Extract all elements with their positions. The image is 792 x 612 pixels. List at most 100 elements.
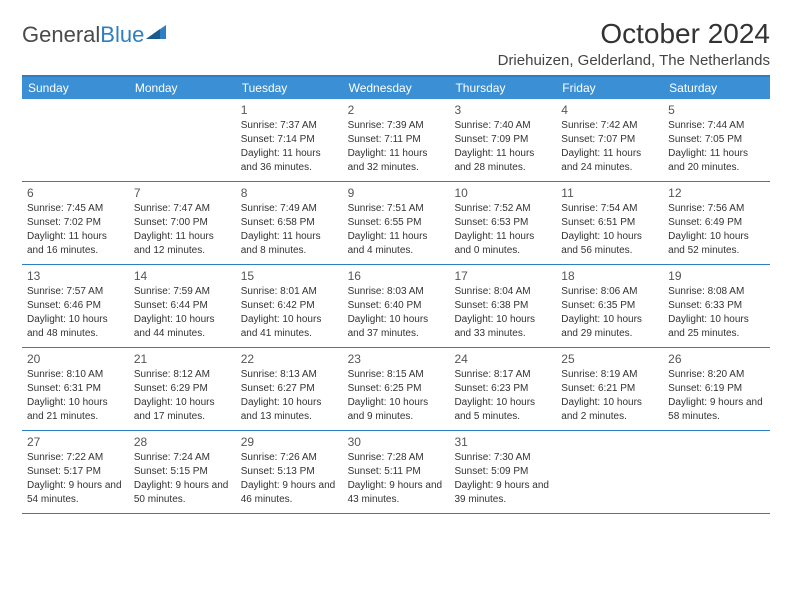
day-data: Sunrise: 7:39 AMSunset: 7:11 PMDaylight:…: [348, 119, 445, 174]
daylight-text: Daylight: 10 hours and 29 minutes.: [561, 313, 658, 340]
daylight-text: Daylight: 10 hours and 13 minutes.: [241, 396, 338, 423]
daylight-text: Daylight: 9 hours and 43 minutes.: [348, 479, 445, 506]
sunset-text: Sunset: 6:25 PM: [348, 382, 445, 396]
day-data: Sunrise: 8:19 AMSunset: 6:21 PMDaylight:…: [561, 368, 658, 423]
day-number: 5: [668, 102, 765, 118]
day-number: 21: [134, 351, 231, 367]
day-number: 18: [561, 268, 658, 284]
day-cell: 9Sunrise: 7:51 AMSunset: 6:55 PMDaylight…: [343, 182, 450, 264]
sunset-text: Sunset: 6:31 PM: [27, 382, 124, 396]
sunset-text: Sunset: 6:21 PM: [561, 382, 658, 396]
calendar-page: GeneralBlue October 2024 Driehuizen, Gel…: [0, 0, 792, 532]
day-cell: [129, 99, 236, 181]
day-cell: 24Sunrise: 8:17 AMSunset: 6:23 PMDayligh…: [449, 348, 556, 430]
weekday-header: Saturday: [663, 77, 770, 99]
weeks-container: 1Sunrise: 7:37 AMSunset: 7:14 PMDaylight…: [22, 99, 770, 514]
daylight-text: Daylight: 10 hours and 44 minutes.: [134, 313, 231, 340]
daylight-text: Daylight: 11 hours and 8 minutes.: [241, 230, 338, 257]
sunset-text: Sunset: 7:05 PM: [668, 133, 765, 147]
logo-part2: Blue: [100, 22, 144, 47]
sunset-text: Sunset: 7:07 PM: [561, 133, 658, 147]
day-data: Sunrise: 8:01 AMSunset: 6:42 PMDaylight:…: [241, 285, 338, 340]
day-number: 29: [241, 434, 338, 450]
logo-text: GeneralBlue: [22, 22, 144, 48]
calendar-grid: SundayMondayTuesdayWednesdayThursdayFrid…: [22, 75, 770, 514]
day-number: 17: [454, 268, 551, 284]
day-cell: 13Sunrise: 7:57 AMSunset: 6:46 PMDayligh…: [22, 265, 129, 347]
day-cell: 5Sunrise: 7:44 AMSunset: 7:05 PMDaylight…: [663, 99, 770, 181]
day-number: 22: [241, 351, 338, 367]
sunset-text: Sunset: 5:17 PM: [27, 465, 124, 479]
sunrise-text: Sunrise: 7:57 AM: [27, 285, 124, 299]
day-data: Sunrise: 7:30 AMSunset: 5:09 PMDaylight:…: [454, 451, 551, 506]
day-cell: 27Sunrise: 7:22 AMSunset: 5:17 PMDayligh…: [22, 431, 129, 513]
daylight-text: Daylight: 10 hours and 56 minutes.: [561, 230, 658, 257]
sunset-text: Sunset: 6:46 PM: [27, 299, 124, 313]
sunset-text: Sunset: 6:40 PM: [348, 299, 445, 313]
header: GeneralBlue October 2024 Driehuizen, Gel…: [22, 18, 770, 69]
week-row: 1Sunrise: 7:37 AMSunset: 7:14 PMDaylight…: [22, 99, 770, 182]
day-number: 8: [241, 185, 338, 201]
day-number: 30: [348, 434, 445, 450]
day-data: Sunrise: 7:54 AMSunset: 6:51 PMDaylight:…: [561, 202, 658, 257]
day-cell: 30Sunrise: 7:28 AMSunset: 5:11 PMDayligh…: [343, 431, 450, 513]
sunset-text: Sunset: 5:11 PM: [348, 465, 445, 479]
day-data: Sunrise: 8:15 AMSunset: 6:25 PMDaylight:…: [348, 368, 445, 423]
day-number: 28: [134, 434, 231, 450]
sunset-text: Sunset: 6:51 PM: [561, 216, 658, 230]
sunset-text: Sunset: 6:35 PM: [561, 299, 658, 313]
day-cell: 8Sunrise: 7:49 AMSunset: 6:58 PMDaylight…: [236, 182, 343, 264]
sunset-text: Sunset: 6:42 PM: [241, 299, 338, 313]
month-title: October 2024: [498, 18, 770, 50]
sunset-text: Sunset: 7:14 PM: [241, 133, 338, 147]
daylight-text: Daylight: 10 hours and 25 minutes.: [668, 313, 765, 340]
day-cell: 18Sunrise: 8:06 AMSunset: 6:35 PMDayligh…: [556, 265, 663, 347]
day-number: 26: [668, 351, 765, 367]
daylight-text: Daylight: 9 hours and 58 minutes.: [668, 396, 765, 423]
day-number: 14: [134, 268, 231, 284]
day-data: Sunrise: 7:28 AMSunset: 5:11 PMDaylight:…: [348, 451, 445, 506]
day-number: 27: [27, 434, 124, 450]
day-number: 1: [241, 102, 338, 118]
day-data: Sunrise: 7:56 AMSunset: 6:49 PMDaylight:…: [668, 202, 765, 257]
sunset-text: Sunset: 6:53 PM: [454, 216, 551, 230]
day-cell: 7Sunrise: 7:47 AMSunset: 7:00 PMDaylight…: [129, 182, 236, 264]
sunrise-text: Sunrise: 8:13 AM: [241, 368, 338, 382]
day-cell: 4Sunrise: 7:42 AMSunset: 7:07 PMDaylight…: [556, 99, 663, 181]
day-number: 6: [27, 185, 124, 201]
day-number: 10: [454, 185, 551, 201]
title-block: October 2024 Driehuizen, Gelderland, The…: [498, 18, 770, 69]
sunrise-text: Sunrise: 8:17 AM: [454, 368, 551, 382]
sunrise-text: Sunrise: 7:52 AM: [454, 202, 551, 216]
day-data: Sunrise: 7:24 AMSunset: 5:15 PMDaylight:…: [134, 451, 231, 506]
day-number: 13: [27, 268, 124, 284]
day-number: 11: [561, 185, 658, 201]
day-data: Sunrise: 8:08 AMSunset: 6:33 PMDaylight:…: [668, 285, 765, 340]
day-data: Sunrise: 7:57 AMSunset: 6:46 PMDaylight:…: [27, 285, 124, 340]
day-number: 23: [348, 351, 445, 367]
sunrise-text: Sunrise: 7:59 AM: [134, 285, 231, 299]
daylight-text: Daylight: 9 hours and 50 minutes.: [134, 479, 231, 506]
sunrise-text: Sunrise: 7:39 AM: [348, 119, 445, 133]
day-cell: 17Sunrise: 8:04 AMSunset: 6:38 PMDayligh…: [449, 265, 556, 347]
sunrise-text: Sunrise: 7:28 AM: [348, 451, 445, 465]
day-cell: 11Sunrise: 7:54 AMSunset: 6:51 PMDayligh…: [556, 182, 663, 264]
sunrise-text: Sunrise: 7:40 AM: [454, 119, 551, 133]
day-cell: 19Sunrise: 8:08 AMSunset: 6:33 PMDayligh…: [663, 265, 770, 347]
daylight-text: Daylight: 10 hours and 2 minutes.: [561, 396, 658, 423]
sunset-text: Sunset: 5:09 PM: [454, 465, 551, 479]
sunrise-text: Sunrise: 8:10 AM: [27, 368, 124, 382]
sunset-text: Sunset: 6:23 PM: [454, 382, 551, 396]
week-row: 13Sunrise: 7:57 AMSunset: 6:46 PMDayligh…: [22, 265, 770, 348]
day-data: Sunrise: 7:37 AMSunset: 7:14 PMDaylight:…: [241, 119, 338, 174]
sunrise-text: Sunrise: 8:15 AM: [348, 368, 445, 382]
daylight-text: Daylight: 11 hours and 36 minutes.: [241, 147, 338, 174]
day-data: Sunrise: 7:26 AMSunset: 5:13 PMDaylight:…: [241, 451, 338, 506]
day-data: Sunrise: 8:17 AMSunset: 6:23 PMDaylight:…: [454, 368, 551, 423]
day-cell: 26Sunrise: 8:20 AMSunset: 6:19 PMDayligh…: [663, 348, 770, 430]
day-data: Sunrise: 7:59 AMSunset: 6:44 PMDaylight:…: [134, 285, 231, 340]
sunrise-text: Sunrise: 7:37 AM: [241, 119, 338, 133]
sunrise-text: Sunrise: 7:49 AM: [241, 202, 338, 216]
daylight-text: Daylight: 11 hours and 24 minutes.: [561, 147, 658, 174]
day-data: Sunrise: 8:20 AMSunset: 6:19 PMDaylight:…: [668, 368, 765, 423]
